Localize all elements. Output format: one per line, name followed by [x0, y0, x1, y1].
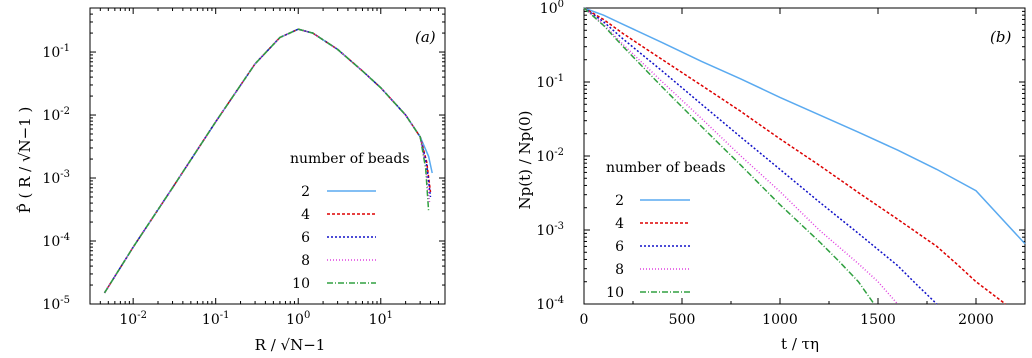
y-tick-label: 10-4 — [42, 232, 70, 250]
y-tick-exponent: -3 — [554, 221, 564, 232]
y-tick-exponent: -2 — [60, 106, 70, 117]
x-tick-label: 1000 — [762, 312, 798, 328]
y-tick-label: 10-1 — [42, 43, 70, 61]
panel-a-series — [103, 28, 433, 294]
legend-label-8: 8 — [615, 262, 624, 278]
y-tick-label: 10-1 — [536, 73, 564, 91]
legend-label-4: 4 — [615, 216, 624, 232]
y-tick-exponent: -4 — [554, 295, 564, 306]
legend-label-10: 10 — [606, 285, 624, 301]
legend-label-2: 2 — [615, 193, 624, 209]
legend-label-6: 6 — [615, 239, 624, 255]
panel-b-legend: number of beads 2 4 6 8 10 — [606, 160, 726, 301]
y-tick-exponent: -5 — [60, 295, 70, 306]
legend-label-8: 8 — [301, 253, 310, 269]
x-tick-label: 0 — [580, 312, 589, 328]
legend-title: number of beads — [606, 160, 726, 176]
series-line-8 — [583, 7, 899, 305]
y-tick-exponent: 0 — [558, 0, 564, 10]
series-line-10 — [583, 7, 875, 305]
legend-title: number of beads — [290, 151, 410, 167]
series-line-10 — [103, 28, 430, 294]
series-line-4 — [583, 7, 1006, 305]
y-tick-label: 10-3 — [536, 221, 564, 239]
panel-a-frame — [89, 7, 446, 305]
x-tick-label: 2000 — [958, 312, 994, 328]
legend-label-10: 10 — [292, 276, 310, 292]
x-tick-exponent: 1 — [386, 310, 392, 321]
x-tick-label: 100 — [286, 310, 310, 328]
panel-b-xlabel: t / τη — [781, 335, 819, 353]
panel-a-xlabel: R / √N−1 — [255, 336, 326, 354]
panel-b-series — [583, 7, 1026, 305]
x-tick-exponent: 0 — [304, 310, 310, 321]
x-tick-label: 500 — [669, 312, 696, 328]
x-tick-label: 101 — [369, 310, 393, 328]
series-line-2 — [583, 7, 1026, 245]
y-tick-label: 100 — [540, 0, 564, 17]
y-tick-label: 10-4 — [536, 295, 564, 313]
y-tick-label: 10-3 — [42, 169, 70, 187]
panel-a-tag: (a) — [415, 28, 436, 46]
x-tick-exponent: -1 — [220, 310, 230, 321]
x-tick-label: 10-2 — [119, 310, 147, 328]
x-tick-exponent: -2 — [137, 310, 147, 321]
legend-label-6: 6 — [301, 230, 310, 246]
y-tick-label: 10-5 — [42, 295, 70, 313]
y-tick-label: 10-2 — [42, 106, 70, 124]
y-tick-exponent: -4 — [60, 232, 70, 243]
series-line-6 — [583, 7, 938, 305]
panel-a-legend: number of beads 2 4 6 8 10 — [290, 151, 410, 292]
panel-b-tag: (b) — [990, 28, 1011, 46]
y-tick-label: 10-2 — [536, 147, 564, 165]
x-tick-label: 1500 — [860, 312, 896, 328]
y-tick-exponent: -1 — [60, 43, 70, 54]
legend-label-2: 2 — [301, 184, 310, 200]
y-tick-exponent: -2 — [554, 147, 564, 158]
y-tick-exponent: -3 — [60, 169, 70, 180]
y-tick-exponent: -1 — [554, 73, 564, 84]
panel-a-ylabel: P̂ ( R / √N−1 ) — [16, 107, 34, 214]
legend-label-4: 4 — [301, 207, 310, 223]
x-tick-label: 10-1 — [202, 310, 230, 328]
panel-b-ylabel: Np(t) / Np(0) — [516, 110, 534, 209]
